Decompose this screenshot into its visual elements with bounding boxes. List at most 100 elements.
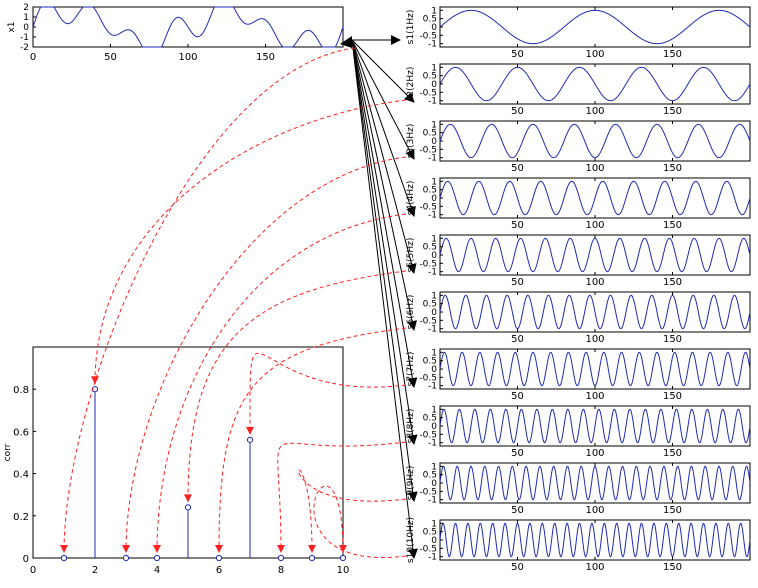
basis-xtick-label: 100 [585,106,604,117]
basis-xtick-label: 50 [511,49,524,60]
corr-stem-marker [308,554,316,562]
corr-ylabel: corr [3,443,13,461]
red-link-arrowhead-4 [153,545,161,553]
corr-xtick-label: 4 [154,565,160,576]
basis-xtick-label: 50 [511,163,524,174]
corr-stem-marker [60,554,68,562]
basis-xtick-label: 150 [663,106,682,117]
x1-ytick-label: 1 [23,13,29,23]
basis-ytick-label: 1 [431,405,437,415]
corr-stem-marker [215,554,223,562]
corr-stem-marker [246,436,254,443]
basis-ytick-label: 1 [431,6,437,16]
basis-xtick-label: 150 [663,448,682,459]
basis-ytick-label: 0 [431,23,437,33]
basis-plot-7-frame [439,348,751,390]
basis-wave-7 [439,351,751,387]
basis-ytick-label: -1 [428,211,437,221]
corr-xtick-label: 6 [216,565,222,576]
basis-plot-3-frame [439,120,751,162]
basis-ytick-label: 0.5 [423,528,437,538]
basis-wave-2 [439,66,751,102]
red-link-arrowhead-3 [122,545,130,553]
red-link-arrowhead-7 [246,426,254,435]
basis-wave-8 [439,408,751,444]
basis-ytick-label: -1 [428,553,437,563]
basis-ytick-label: 0 [431,251,437,261]
basis-ytick-label: 0 [431,137,437,147]
x1-ytick-label: 0 [23,23,29,33]
basis-wave-10 [439,522,751,558]
basis-ytick-label: 0 [431,479,437,489]
basis-xtick-label: 50 [511,277,524,288]
x1-arrow-origin [340,36,352,48]
red-link-6 [218,327,407,553]
basis-ytick-label: -0.5 [419,487,437,497]
basis-ytick-label: 1 [431,120,437,130]
basis-ytick-label: -0.5 [419,88,437,98]
corr-stem-marker [153,554,161,562]
basis-wave-3 [439,123,751,159]
basis-ytick-label: 1 [431,63,437,73]
basis-xtick-label: 150 [663,277,682,288]
x1-xtick-label: 150 [256,52,275,63]
red-link-2 [94,99,407,384]
basis-ytick-label: 0 [431,536,437,546]
basis-xtick-label: 150 [663,220,682,231]
basis-xtick-label: 150 [663,505,682,516]
basis-wave-9 [439,465,751,501]
x1-xtick-label: 100 [178,52,197,63]
basis-wave-1 [439,9,751,45]
basis-ytick-label: 0.5 [423,15,437,25]
basis-xtick-label: 100 [585,391,604,402]
corr-stem-marker [339,554,347,562]
basis-ytick-label: 0.5 [423,243,437,253]
red-link-8 [277,441,407,553]
basis-label-1: s1(1Hz) [406,10,416,45]
basis-ytick-label: 0 [431,80,437,90]
red-link-7 [249,352,407,434]
basis-ytick-label: 0.5 [423,129,437,139]
basis-ytick-label: 0.5 [423,186,437,196]
red-link-arrowhead-5 [184,494,192,503]
red-link-1 [63,47,356,553]
basis-label-3: s3(3Hz) [406,124,416,159]
basis-xtick-label: 50 [511,448,524,459]
basis-ytick-label: -0.5 [419,373,437,383]
x1-xtick-label: 0 [30,52,36,63]
x1-ylabel: x1 [7,21,17,32]
basis-xtick-label: 150 [663,163,682,174]
basis-ytick-label: -0.5 [419,259,437,269]
basis-ytick-label: 0 [431,308,437,318]
arrow-to-basis-6 [351,39,418,331]
basis-label-2: s2(2Hz) [406,67,416,102]
basis-ytick-label: 1 [431,177,437,187]
basis-xtick-label: 50 [511,334,524,345]
basis-xtick-label: 50 [511,562,524,573]
x1-ytick-label: 2 [23,3,29,13]
arrow-to-basis-9 [351,39,418,502]
basis-ytick-label: -1 [428,496,437,506]
red-link-10 [313,485,407,558]
basis-ytick-label: -1 [428,382,437,392]
basis-xtick-label: 100 [585,277,604,288]
basis-label-10: s10(10Hz) [406,517,416,563]
basis-xtick-label: 100 [585,220,604,231]
basis-ytick-label: 0 [431,194,437,204]
basis-xtick-label: 150 [663,49,682,60]
corr-ytick-label: 0.6 [13,427,29,438]
red-link-arrowhead-9 [308,545,316,553]
basis-ytick-label: 0.5 [423,300,437,310]
corr-ytick-label: 0.8 [13,385,29,396]
basis-ytick-label: 0 [431,365,437,375]
basis-label-4: s4(4Hz) [406,181,416,216]
arrow-to-basis-2 [351,39,415,103]
basis-xtick-label: 150 [663,391,682,402]
corr-ytick-label: 0 [23,554,29,565]
corr-xtick-label: 2 [92,565,98,576]
basis-xtick-label: 50 [511,220,524,231]
basis-ytick-label: 1 [431,462,437,472]
red-link-arrowhead-2 [91,376,99,385]
basis-xtick-label: 100 [585,334,604,345]
basis-wave-5 [439,237,751,273]
